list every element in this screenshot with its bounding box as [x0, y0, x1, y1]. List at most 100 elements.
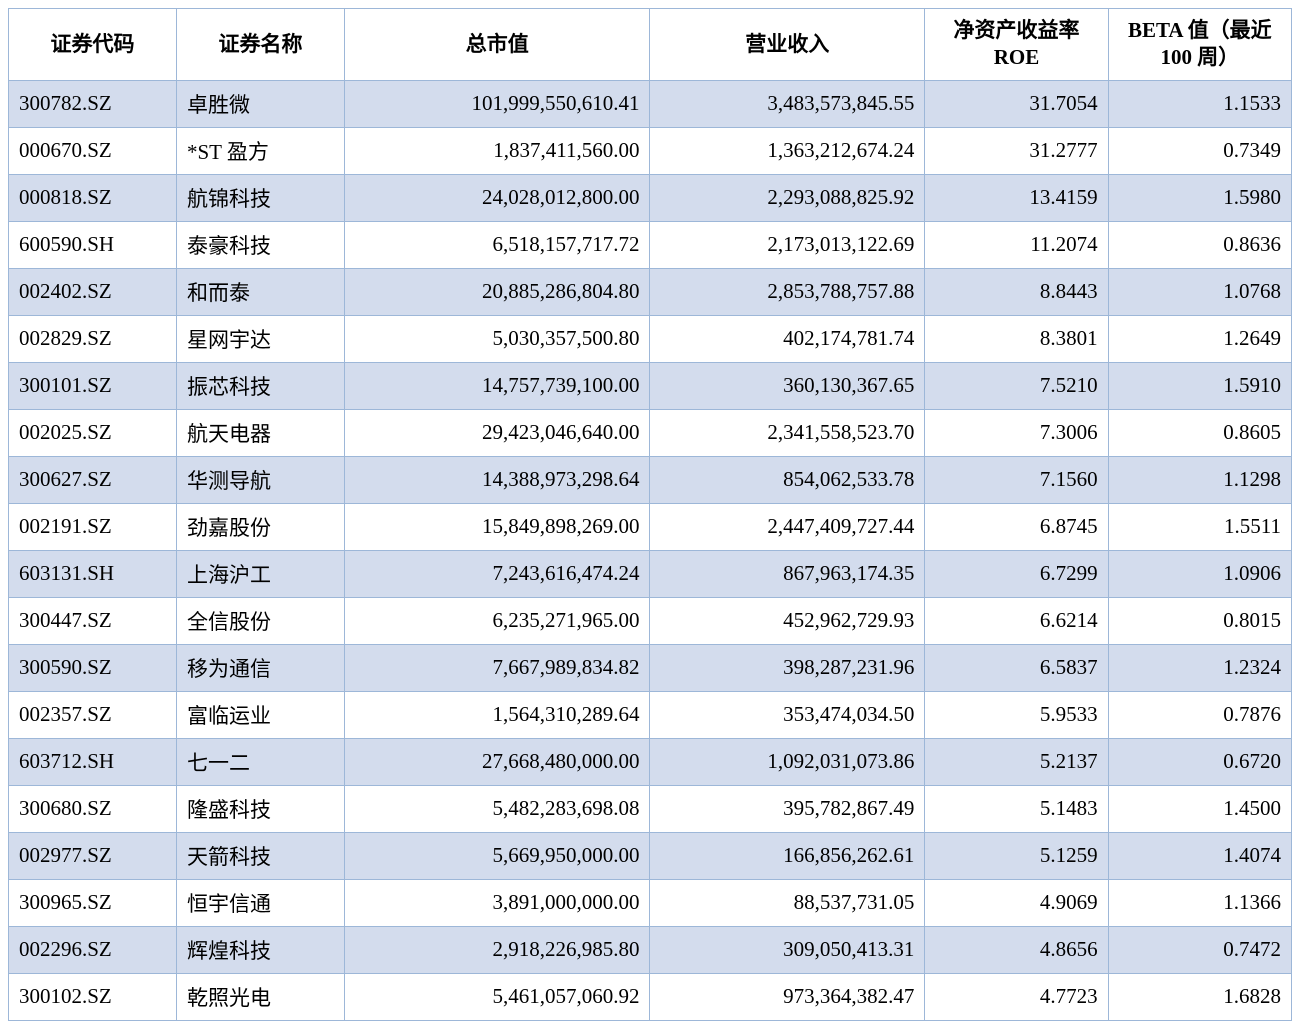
- table-row: 300590.SZ移为通信7,667,989,834.82398,287,231…: [9, 644, 1292, 691]
- cell-revenue: 2,341,558,523.70: [650, 409, 925, 456]
- cell-roe: 31.7054: [925, 80, 1108, 127]
- cell-name: 上海沪工: [177, 550, 345, 597]
- cell-market_cap: 1,837,411,560.00: [345, 127, 650, 174]
- table-header: 证券代码证券名称总市值营业收入净资产收益率 ROEBETA 值（最近 100 周…: [9, 9, 1292, 81]
- cell-market_cap: 5,669,950,000.00: [345, 832, 650, 879]
- cell-beta: 1.2324: [1108, 644, 1291, 691]
- cell-market_cap: 5,482,283,698.08: [345, 785, 650, 832]
- cell-market_cap: 7,667,989,834.82: [345, 644, 650, 691]
- table-row: 603712.SH七一二27,668,480,000.001,092,031,0…: [9, 738, 1292, 785]
- cell-beta: 0.7472: [1108, 926, 1291, 973]
- cell-roe: 11.2074: [925, 221, 1108, 268]
- cell-beta: 1.6828: [1108, 973, 1291, 1020]
- cell-market_cap: 5,030,357,500.80: [345, 315, 650, 362]
- cell-revenue: 398,287,231.96: [650, 644, 925, 691]
- cell-revenue: 867,963,174.35: [650, 550, 925, 597]
- cell-roe: 8.8443: [925, 268, 1108, 315]
- cell-name: 富临运业: [177, 691, 345, 738]
- cell-revenue: 2,293,088,825.92: [650, 174, 925, 221]
- table-row: 002296.SZ辉煌科技2,918,226,985.80309,050,413…: [9, 926, 1292, 973]
- cell-revenue: 309,050,413.31: [650, 926, 925, 973]
- cell-roe: 7.1560: [925, 456, 1108, 503]
- cell-name: *ST 盈方: [177, 127, 345, 174]
- table-row: 603131.SH上海沪工7,243,616,474.24867,963,174…: [9, 550, 1292, 597]
- cell-code: 300447.SZ: [9, 597, 177, 644]
- table-body: 300782.SZ卓胜微101,999,550,610.413,483,573,…: [9, 80, 1292, 1020]
- cell-code: 300590.SZ: [9, 644, 177, 691]
- cell-beta: 0.8636: [1108, 221, 1291, 268]
- cell-code: 002977.SZ: [9, 832, 177, 879]
- cell-roe: 7.5210: [925, 362, 1108, 409]
- cell-market_cap: 14,757,739,100.00: [345, 362, 650, 409]
- cell-name: 和而泰: [177, 268, 345, 315]
- cell-code: 000818.SZ: [9, 174, 177, 221]
- cell-market_cap: 15,849,898,269.00: [345, 503, 650, 550]
- cell-name: 星网宇达: [177, 315, 345, 362]
- cell-roe: 7.3006: [925, 409, 1108, 456]
- cell-beta: 1.1533: [1108, 80, 1291, 127]
- table-row: 300965.SZ恒宇信通3,891,000,000.0088,537,731.…: [9, 879, 1292, 926]
- cell-beta: 1.5511: [1108, 503, 1291, 550]
- cell-beta: 0.6720: [1108, 738, 1291, 785]
- cell-beta: 1.1366: [1108, 879, 1291, 926]
- cell-revenue: 3,483,573,845.55: [650, 80, 925, 127]
- cell-code: 002296.SZ: [9, 926, 177, 973]
- cell-name: 卓胜微: [177, 80, 345, 127]
- cell-code: 300965.SZ: [9, 879, 177, 926]
- cell-code: 002025.SZ: [9, 409, 177, 456]
- cell-revenue: 2,853,788,757.88: [650, 268, 925, 315]
- table-row: 300101.SZ振芯科技14,757,739,100.00360,130,36…: [9, 362, 1292, 409]
- cell-revenue: 88,537,731.05: [650, 879, 925, 926]
- cell-revenue: 854,062,533.78: [650, 456, 925, 503]
- cell-code: 300101.SZ: [9, 362, 177, 409]
- cell-market_cap: 2,918,226,985.80: [345, 926, 650, 973]
- cell-name: 航天电器: [177, 409, 345, 456]
- cell-revenue: 2,173,013,122.69: [650, 221, 925, 268]
- cell-name: 恒宇信通: [177, 879, 345, 926]
- column-header-market_cap: 总市值: [345, 9, 650, 81]
- cell-code: 300102.SZ: [9, 973, 177, 1020]
- cell-roe: 5.1483: [925, 785, 1108, 832]
- cell-market_cap: 5,461,057,060.92: [345, 973, 650, 1020]
- cell-beta: 1.4500: [1108, 785, 1291, 832]
- cell-market_cap: 101,999,550,610.41: [345, 80, 650, 127]
- cell-name: 移为通信: [177, 644, 345, 691]
- cell-code: 603712.SH: [9, 738, 177, 785]
- table-row: 000818.SZ航锦科技24,028,012,800.002,293,088,…: [9, 174, 1292, 221]
- table-row: 002402.SZ和而泰20,885,286,804.802,853,788,7…: [9, 268, 1292, 315]
- cell-code: 002191.SZ: [9, 503, 177, 550]
- column-header-name: 证券名称: [177, 9, 345, 81]
- cell-beta: 0.8015: [1108, 597, 1291, 644]
- cell-roe: 4.7723: [925, 973, 1108, 1020]
- cell-market_cap: 27,668,480,000.00: [345, 738, 650, 785]
- cell-roe: 6.8745: [925, 503, 1108, 550]
- table-row: 002025.SZ航天电器29,423,046,640.002,341,558,…: [9, 409, 1292, 456]
- cell-code: 002402.SZ: [9, 268, 177, 315]
- cell-code: 603131.SH: [9, 550, 177, 597]
- cell-beta: 0.8605: [1108, 409, 1291, 456]
- table-row: 300102.SZ乾照光电5,461,057,060.92973,364,382…: [9, 973, 1292, 1020]
- cell-market_cap: 29,423,046,640.00: [345, 409, 650, 456]
- cell-market_cap: 3,891,000,000.00: [345, 879, 650, 926]
- cell-revenue: 1,363,212,674.24: [650, 127, 925, 174]
- column-header-roe: 净资产收益率 ROE: [925, 9, 1108, 81]
- table-row: 002191.SZ劲嘉股份15,849,898,269.002,447,409,…: [9, 503, 1292, 550]
- cell-name: 振芯科技: [177, 362, 345, 409]
- cell-beta: 1.4074: [1108, 832, 1291, 879]
- cell-roe: 5.2137: [925, 738, 1108, 785]
- cell-roe: 5.1259: [925, 832, 1108, 879]
- cell-revenue: 360,130,367.65: [650, 362, 925, 409]
- cell-code: 300680.SZ: [9, 785, 177, 832]
- cell-market_cap: 20,885,286,804.80: [345, 268, 650, 315]
- cell-roe: 13.4159: [925, 174, 1108, 221]
- cell-name: 辉煌科技: [177, 926, 345, 973]
- cell-market_cap: 1,564,310,289.64: [345, 691, 650, 738]
- cell-roe: 6.6214: [925, 597, 1108, 644]
- cell-roe: 8.3801: [925, 315, 1108, 362]
- cell-code: 300627.SZ: [9, 456, 177, 503]
- cell-name: 泰豪科技: [177, 221, 345, 268]
- table-row: 002977.SZ天箭科技5,669,950,000.00166,856,262…: [9, 832, 1292, 879]
- cell-beta: 0.7876: [1108, 691, 1291, 738]
- table-row: 300447.SZ全信股份6,235,271,965.00452,962,729…: [9, 597, 1292, 644]
- cell-revenue: 353,474,034.50: [650, 691, 925, 738]
